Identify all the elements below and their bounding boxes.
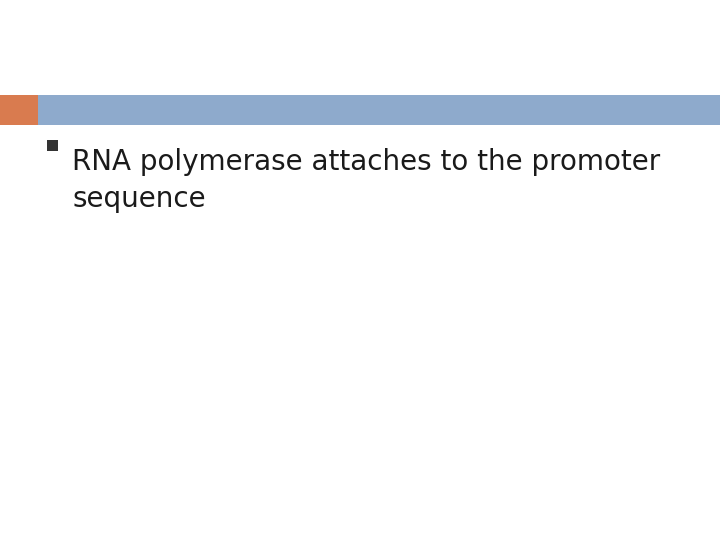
Bar [47,139,58,151]
Bar [38,95,720,125]
Text: sequence: sequence [72,185,206,213]
Bar [0,95,38,125]
Text: RNA polymerase attaches to the promoter: RNA polymerase attaches to the promoter [72,148,660,176]
